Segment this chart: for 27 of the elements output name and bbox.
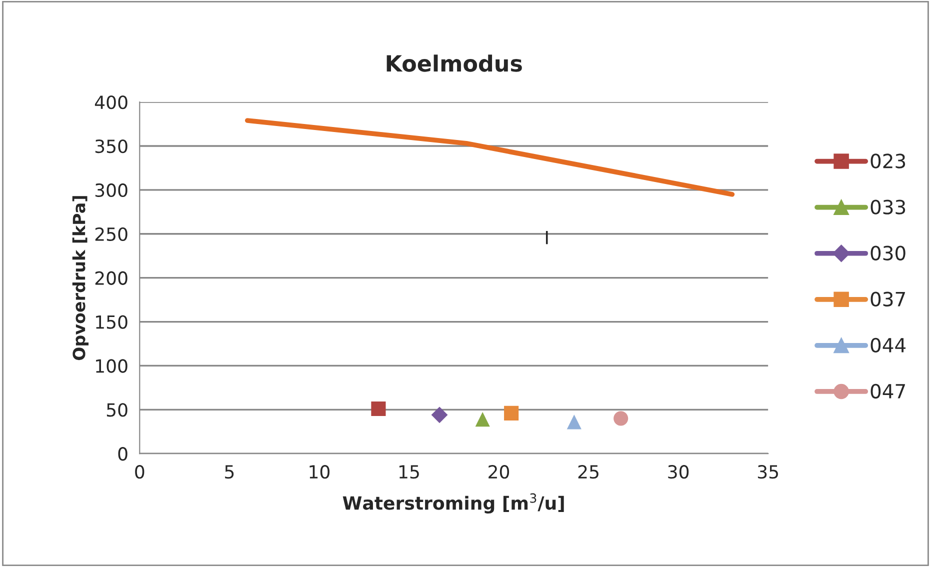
- legend-label: 023: [870, 154, 906, 168]
- x-axis-title: Waterstroming [m$^{3}$/u]: [342, 493, 564, 514]
- y-tick-label: 150: [96, 315, 128, 329]
- legend-label: 030: [870, 246, 906, 260]
- y-tick-label: 50: [106, 403, 128, 417]
- x-tick-label: 35: [758, 465, 778, 479]
- x-tick-label: 30: [668, 465, 689, 479]
- y-tick-label: 400: [94, 96, 128, 110]
- legend-label: 047: [870, 384, 905, 399]
- y-tick-label: 200: [95, 271, 128, 285]
- y-tick-label: 0: [118, 447, 128, 461]
- x-tick-label: 5: [225, 465, 234, 479]
- y-tick-label: 350: [95, 139, 128, 154]
- y-tick-label: 100: [96, 359, 128, 373]
- y-tick-label: 250: [95, 227, 128, 242]
- annotation: I: [546, 230, 548, 244]
- chart-title: Koelmodus: [386, 54, 522, 72]
- legend-label: 044: [870, 338, 906, 353]
- x-tick-label: 10: [310, 465, 330, 479]
- x-tick-label: 25: [578, 465, 598, 479]
- y-tick-label: 300: [95, 183, 128, 198]
- legend-label: 033: [870, 200, 906, 214]
- x-tick-label: 20: [488, 465, 510, 479]
- x-tick-label: 15: [399, 465, 419, 479]
- legend-label: 037: [870, 292, 905, 306]
- x-tick-label: 0: [135, 465, 144, 479]
- y-axis-title: Opvoerdruk [kPa]: [72, 196, 89, 360]
